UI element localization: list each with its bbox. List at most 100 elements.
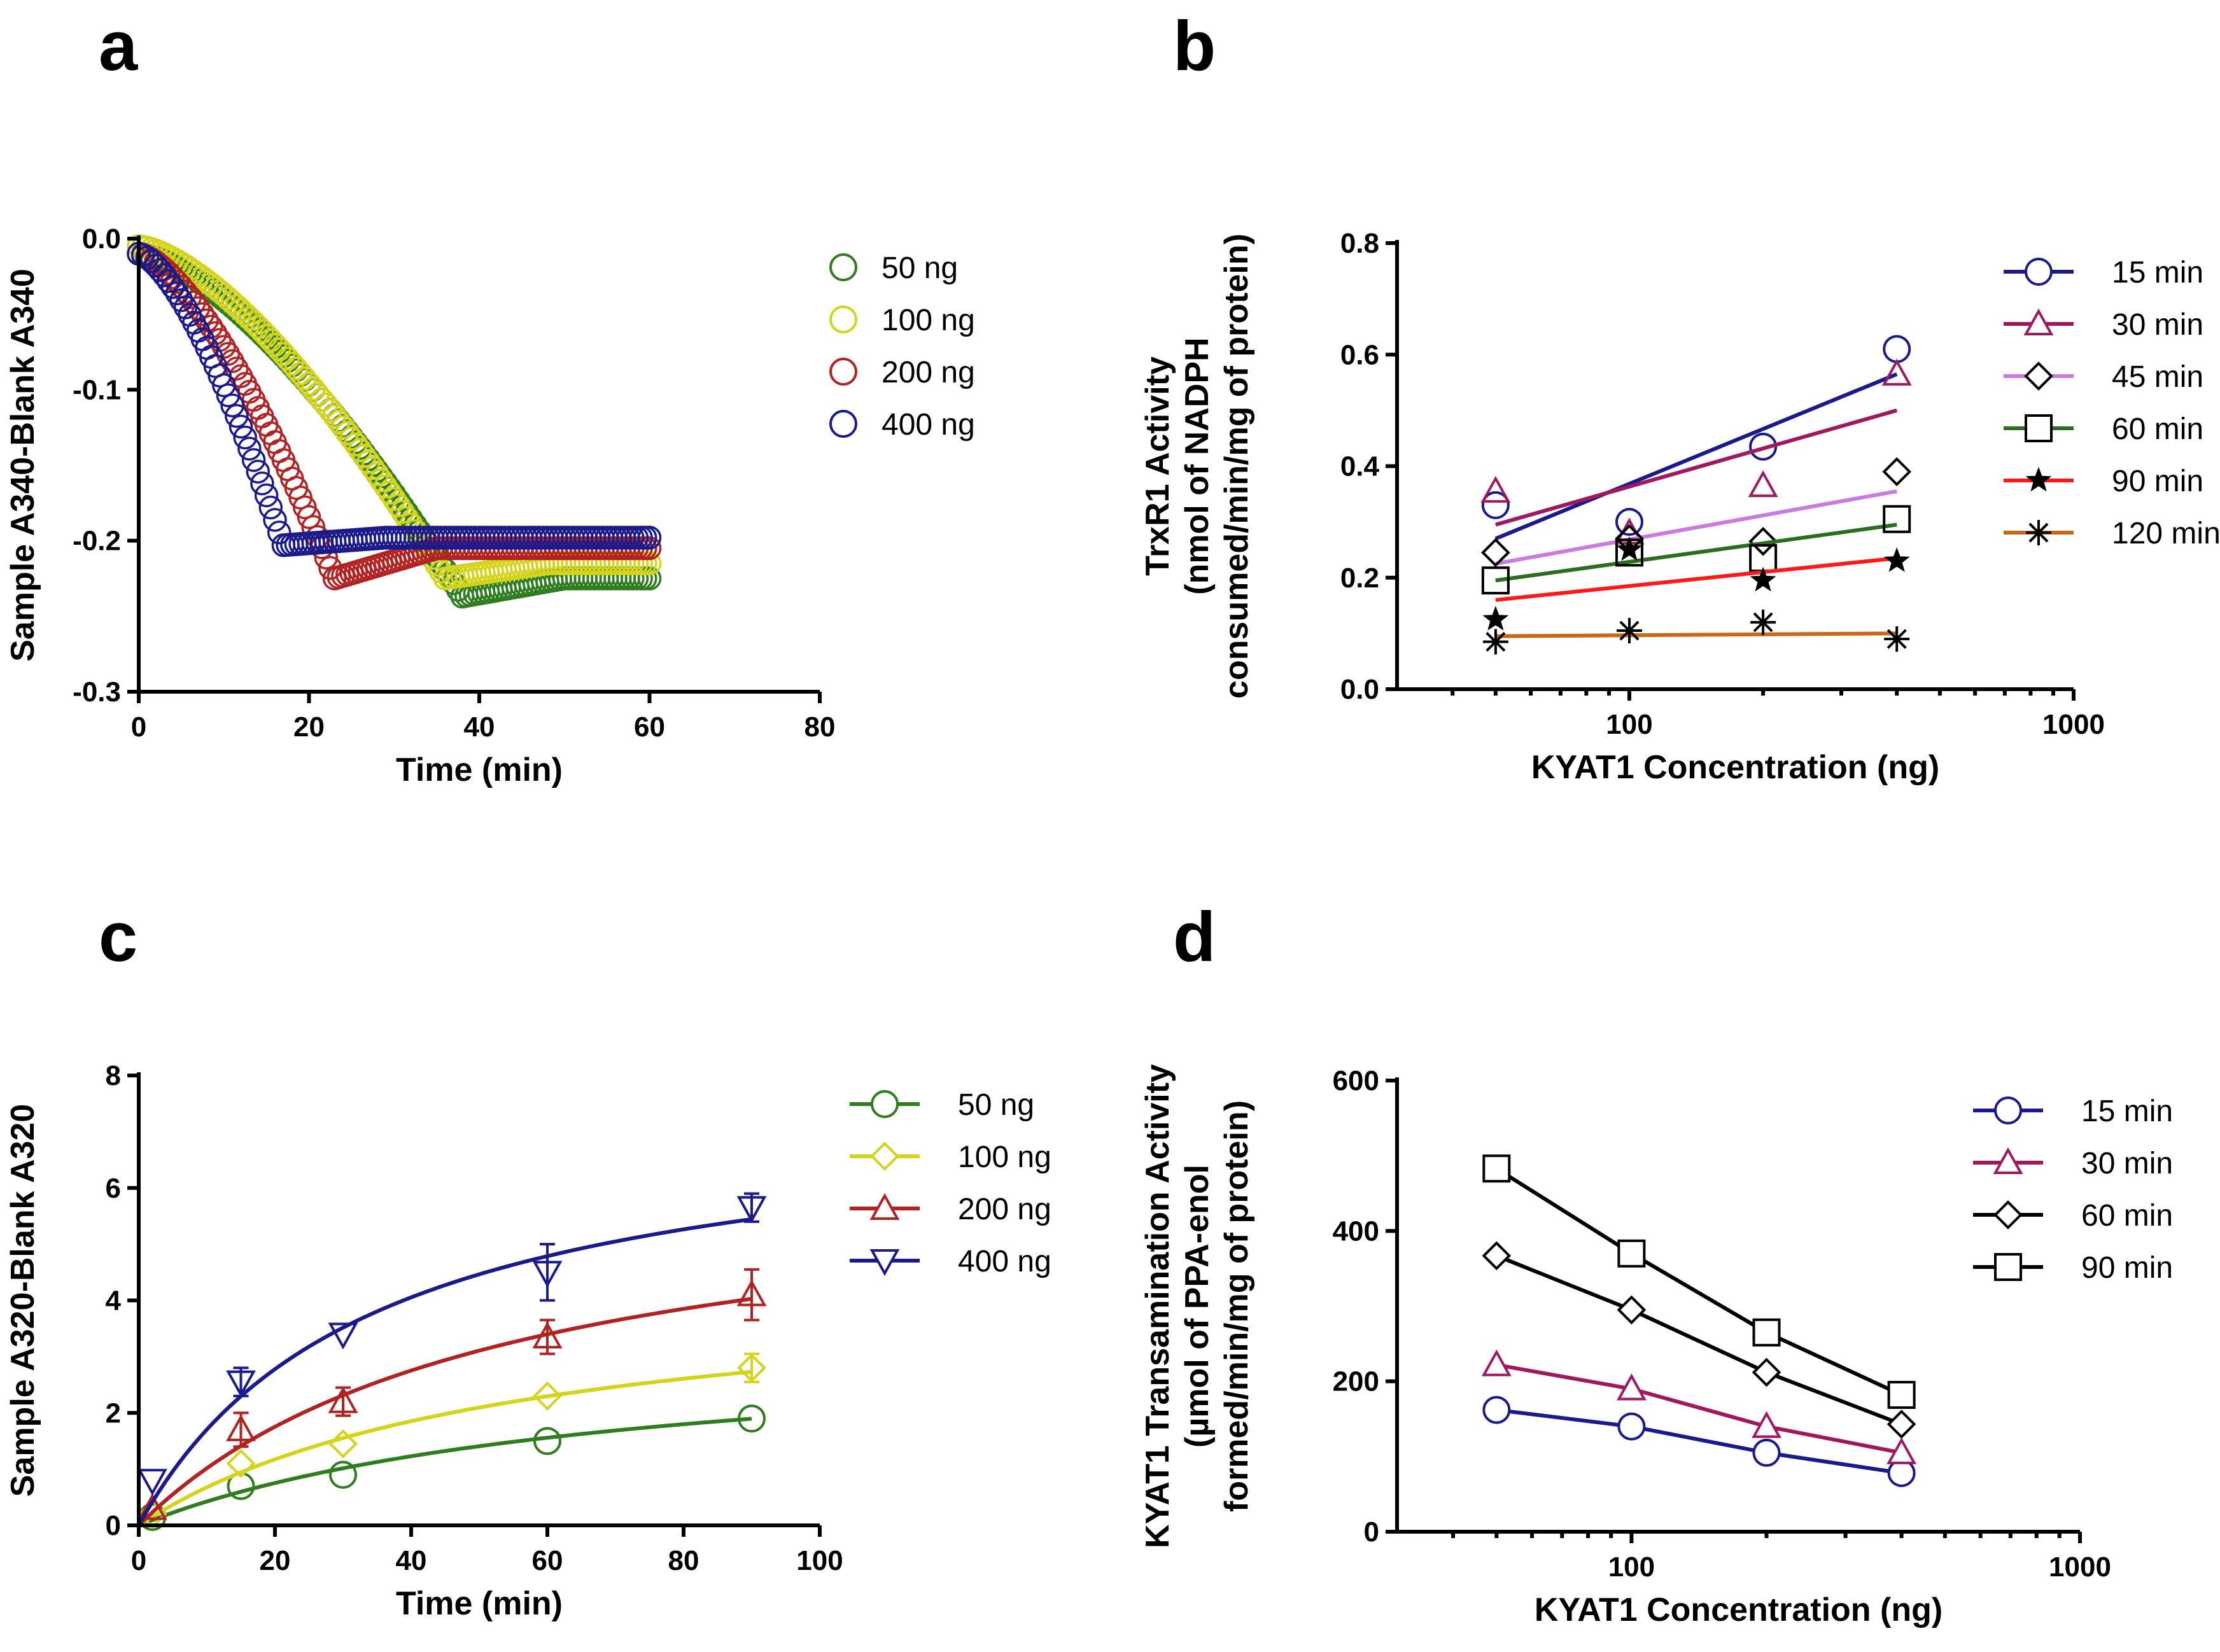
data-point bbox=[736, 1196, 767, 1223]
data-point bbox=[226, 1370, 256, 1397]
series-100-ng bbox=[127, 234, 662, 591]
data-point bbox=[263, 332, 287, 357]
data-point bbox=[532, 1321, 563, 1348]
legend-marker bbox=[869, 1193, 900, 1220]
legend-marker bbox=[2025, 414, 2053, 442]
legend-marker bbox=[829, 410, 857, 438]
data-point bbox=[738, 1404, 766, 1433]
data-point bbox=[382, 487, 407, 511]
data-point bbox=[344, 432, 368, 456]
x-tick-label: 100 bbox=[1606, 709, 1652, 740]
data-point bbox=[1881, 358, 1912, 386]
series-60-min bbox=[1482, 1241, 1916, 1439]
legend-label: 100 ng bbox=[882, 304, 975, 337]
data-point bbox=[160, 275, 185, 299]
y-axis-title-line: TrxR1 Activity bbox=[1139, 356, 1176, 576]
y-tick-label: 0 bbox=[106, 1510, 121, 1541]
legend-label: 400 ng bbox=[958, 1245, 1051, 1278]
data-point bbox=[1883, 505, 1911, 533]
data-point bbox=[395, 506, 419, 530]
data-point bbox=[226, 1448, 256, 1478]
legend-marker bbox=[2025, 258, 2053, 286]
legend-marker bbox=[2024, 361, 2053, 391]
legend-label: 30 min bbox=[2112, 308, 2203, 342]
data-point bbox=[267, 520, 292, 545]
data-point bbox=[1615, 508, 1643, 536]
fit-line bbox=[1494, 372, 1898, 541]
series-15-min bbox=[1482, 1396, 1916, 1487]
y-tick-label: 0.2 bbox=[1340, 563, 1379, 594]
data-point bbox=[258, 328, 283, 353]
series-200-ng bbox=[137, 1268, 767, 1527]
data-point bbox=[254, 483, 279, 508]
data-point bbox=[361, 456, 385, 480]
x-tick-label: 1000 bbox=[2049, 1551, 2111, 1583]
data-point bbox=[1616, 536, 1643, 561]
data-point bbox=[135, 246, 160, 270]
x-tick-label: 80 bbox=[668, 1545, 699, 1576]
y-axis-title-line: consumed/min/mg of protein) bbox=[1218, 234, 1255, 699]
fit-line bbox=[1495, 489, 1897, 566]
x-axis-title: Time (min) bbox=[396, 752, 563, 788]
panel-letter: a bbox=[99, 7, 138, 85]
legend-marker bbox=[869, 1249, 900, 1277]
fit-curve bbox=[137, 1417, 752, 1527]
data-point bbox=[1480, 475, 1511, 503]
y-tick-label: 0.0 bbox=[1340, 674, 1379, 705]
legend-marker bbox=[871, 1090, 899, 1118]
y-tick-label: 4 bbox=[106, 1285, 122, 1317]
data-point bbox=[1481, 491, 1510, 519]
y-tick-label: 400 bbox=[1333, 1215, 1379, 1247]
x-axis-title: Time (min) bbox=[396, 1585, 563, 1622]
data-point bbox=[533, 1427, 561, 1455]
data-point bbox=[1748, 526, 1778, 556]
legend-label: 50 ng bbox=[882, 251, 958, 285]
data-point bbox=[203, 321, 228, 346]
series-30-min bbox=[1481, 1349, 1917, 1464]
legend-marker bbox=[2026, 520, 2051, 545]
legend-marker bbox=[2023, 308, 2054, 335]
x-tick-label: 1000 bbox=[2042, 709, 2105, 740]
data-point bbox=[736, 1279, 767, 1306]
data-point bbox=[225, 294, 249, 318]
data-point bbox=[1482, 1241, 1512, 1271]
data-point bbox=[1884, 626, 1910, 652]
data-point bbox=[233, 425, 257, 450]
data-point bbox=[1482, 629, 1508, 655]
data-point bbox=[228, 298, 253, 323]
data-point bbox=[369, 468, 393, 493]
data-point bbox=[1882, 457, 1912, 487]
legend-marker bbox=[829, 358, 857, 386]
data-point bbox=[356, 450, 381, 474]
y-tick-label: 0.8 bbox=[1340, 228, 1379, 259]
series-90-min bbox=[1482, 1154, 1916, 1409]
data-point bbox=[254, 323, 279, 348]
y-tick-label: 600 bbox=[1333, 1065, 1379, 1096]
fit-line bbox=[1495, 408, 1898, 527]
chart-panel-c: c 0 20 40 60 80 100 0 2 4 6 8 Time (min) Sample A320-… bbox=[4, 898, 1051, 1622]
x-tick-label: 40 bbox=[396, 1545, 427, 1576]
x-tick-label: 80 bbox=[804, 711, 836, 743]
legend-label: 60 min bbox=[2081, 1199, 2173, 1233]
data-point bbox=[226, 1414, 256, 1441]
x-tick-label: 0 bbox=[131, 1545, 146, 1576]
data-point bbox=[348, 438, 372, 463]
x-tick-label: 0 bbox=[131, 711, 146, 743]
y-tick-label: 0.6 bbox=[1340, 339, 1379, 370]
legend-marker bbox=[870, 1142, 899, 1171]
data-point bbox=[263, 508, 287, 532]
data-point bbox=[352, 444, 377, 468]
series-120-min bbox=[1482, 609, 1910, 655]
legend-marker bbox=[1993, 1147, 2023, 1174]
chart-panel-a: a 0 20 40 60 80 0.0 -0.1 -0.2 -0.3 Time (min) Sampl… bbox=[4, 7, 975, 788]
series-400-ng bbox=[137, 1192, 767, 1527]
data-point bbox=[1887, 1380, 1916, 1409]
data-point bbox=[328, 1429, 358, 1459]
panel-letter: c bbox=[99, 898, 137, 976]
data-point bbox=[403, 519, 428, 543]
fit-line bbox=[1495, 556, 1897, 602]
data-point bbox=[328, 1322, 358, 1350]
series-line bbox=[1495, 1166, 1902, 1397]
data-point bbox=[157, 269, 181, 293]
